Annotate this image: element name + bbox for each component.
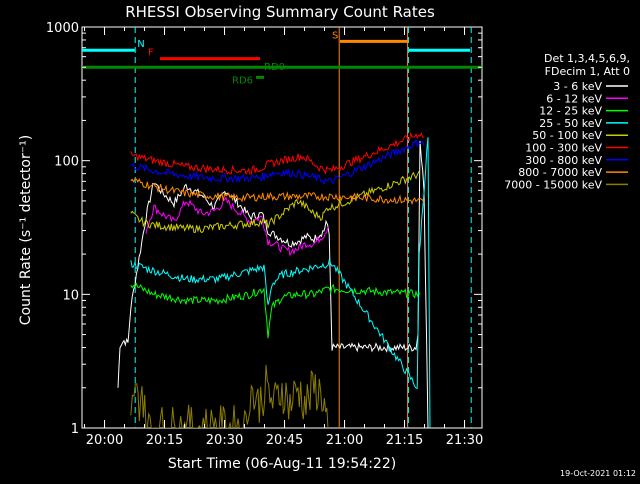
chart-title: RHESSI Observing Summary Count Rates — [125, 3, 435, 21]
legend-entry-label: 25 - 50 keV — [539, 117, 602, 130]
series-line — [130, 364, 329, 428]
y-tick-label: 10 — [62, 288, 79, 303]
x-tick-label: 21:30 — [446, 433, 483, 448]
x-tick-label: 20:00 — [86, 433, 123, 448]
legend-header: Det 1,3,4,5,6,9, — [544, 52, 630, 65]
series-line — [130, 137, 425, 186]
series-line — [130, 282, 421, 339]
x-tick-label: 20:45 — [266, 433, 303, 448]
plot-frame — [81, 26, 483, 429]
legend-entry-label: 800 - 7000 keV — [518, 166, 602, 179]
legend-entry-label: 7000 - 15000 keV — [504, 178, 602, 191]
series-line — [130, 170, 421, 234]
y-axis-ticks: 1 10 100 1000 — [46, 21, 482, 437]
state-bar-label: RD6 — [232, 75, 253, 86]
legend-entry-label: 12 - 25 keV — [539, 105, 602, 118]
series-line — [130, 177, 425, 205]
vertical-marker-lines — [134, 27, 472, 428]
x-tick-label: 20:15 — [146, 433, 183, 448]
state-bar-label: F — [148, 48, 154, 59]
state-bar-label: S — [332, 30, 338, 41]
series-line — [117, 140, 429, 428]
x-tick-label: 20:30 — [206, 433, 243, 448]
legend-entry-label: 300 - 800 keV — [525, 154, 602, 167]
series-line — [145, 196, 329, 257]
footer-date: 19-Oct-2021 01:12 — [560, 469, 636, 478]
legend-entry-label: 100 - 300 keV — [525, 142, 602, 155]
series-layer — [117, 131, 431, 428]
y-axis-label: Count Rate (s⁻¹ detector⁻¹) — [18, 135, 34, 325]
state-bars: NF RD0 RD6 S — [82, 30, 482, 86]
x-axis-label: Start Time (06-Aug-11 19:54:22) — [168, 456, 396, 472]
y-tick-label: 1 — [71, 422, 79, 437]
legend-entry-label: 50 - 100 keV — [532, 129, 602, 142]
x-axis-ticks: 20:00 20:15 20:30 20:45 21:00 21:15 21:30 — [84, 27, 483, 448]
series-line — [130, 137, 431, 428]
series-line — [130, 131, 425, 175]
state-bar-label: N — [137, 39, 144, 50]
y-tick-label: 1000 — [46, 21, 79, 36]
y-tick-label: 100 — [54, 155, 79, 170]
legend-header: FDecim 1, Att 0 — [545, 65, 630, 78]
legend: Det 1,3,4,5,6,9,FDecim 1, Att 0 3 - 6 keV… — [504, 52, 630, 191]
legend-entry-label: 3 - 6 keV — [553, 80, 602, 93]
legend-entry-label: 6 - 12 keV — [546, 92, 602, 105]
x-tick-label: 21:00 — [326, 433, 363, 448]
state-bar-label: RD0 — [264, 62, 285, 73]
x-tick-label: 21:15 — [386, 433, 423, 448]
